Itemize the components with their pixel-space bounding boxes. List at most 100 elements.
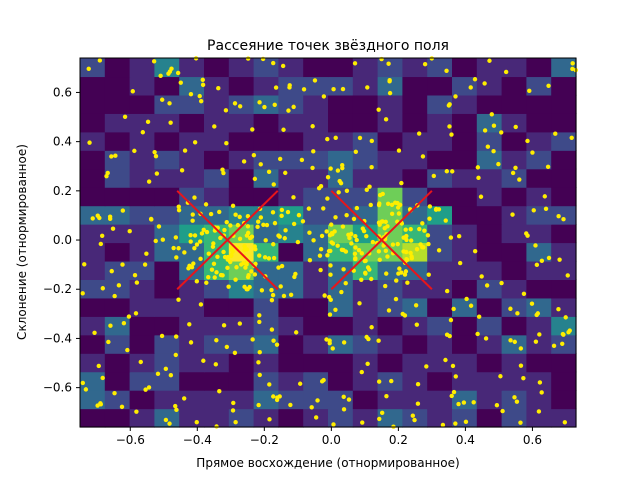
data-point	[134, 409, 139, 414]
heatmap-cell	[228, 279, 255, 299]
data-point	[383, 219, 388, 225]
heatmap-cell	[204, 390, 230, 410]
heatmap-cell	[278, 297, 304, 317]
data-point	[271, 394, 276, 399]
heatmap-cell	[452, 168, 478, 188]
heatmap-cell	[452, 187, 478, 207]
data-point	[450, 363, 456, 369]
heatmap-cell	[501, 279, 527, 299]
data-point	[379, 219, 385, 224]
heatmap-cell	[179, 371, 205, 391]
heatmap-cell	[328, 242, 354, 262]
data-point	[484, 283, 490, 288]
data-point	[121, 320, 127, 326]
heatmap-cell	[402, 113, 428, 133]
data-point	[229, 252, 234, 258]
heatmap-cell	[129, 242, 155, 262]
heatmap-cell	[303, 297, 329, 317]
data-point	[110, 226, 116, 231]
x-tick-label: −0.4	[183, 433, 212, 447]
data-point	[279, 263, 285, 269]
data-point	[357, 135, 363, 141]
data-point	[258, 162, 263, 167]
heatmap-cell	[526, 353, 552, 373]
data-point	[415, 381, 421, 387]
heatmap-cell	[154, 260, 180, 280]
heatmap-cell	[377, 334, 403, 354]
heatmap-cell	[129, 205, 155, 225]
data-point	[116, 283, 122, 288]
heatmap-cell	[129, 94, 155, 114]
data-point	[192, 140, 198, 145]
data-point	[546, 255, 552, 261]
heatmap-cell	[402, 297, 428, 317]
data-point	[120, 262, 125, 267]
heatmap-cell	[501, 334, 527, 354]
data-point	[257, 319, 262, 325]
data-point	[97, 58, 103, 63]
data-point	[408, 226, 413, 232]
data-point	[354, 237, 359, 243]
heatmap-cell	[204, 150, 230, 170]
heatmap-cell	[328, 131, 354, 151]
heatmap-cell	[278, 334, 304, 354]
data-point	[273, 85, 279, 90]
data-point	[499, 130, 504, 135]
heatmap-cell	[253, 58, 279, 78]
data-point	[217, 209, 222, 215]
data-point	[539, 258, 545, 263]
data-point	[257, 313, 262, 318]
heatmap-cell	[427, 224, 453, 244]
density-heatmap	[80, 58, 577, 428]
data-point	[318, 247, 324, 252]
data-point	[529, 301, 535, 306]
heatmap-cell	[501, 168, 527, 188]
heatmap-cell	[303, 168, 329, 188]
heatmap-cell	[352, 76, 379, 96]
heatmap-cell	[476, 242, 503, 262]
data-point	[82, 262, 87, 267]
heatmap-cell	[551, 187, 577, 207]
data-point	[472, 77, 478, 82]
heatmap-cell	[476, 316, 503, 336]
heatmap-cell	[80, 334, 106, 354]
heatmap-cell	[204, 297, 230, 317]
data-point	[188, 233, 193, 238]
data-point	[557, 257, 562, 262]
heatmap-cell	[352, 150, 379, 170]
heatmap-cell	[526, 224, 552, 244]
data-point	[277, 394, 282, 399]
data-point	[340, 162, 345, 168]
data-point	[453, 374, 458, 379]
data-point	[285, 209, 291, 215]
data-point	[525, 138, 530, 144]
data-point	[369, 138, 375, 144]
data-point	[187, 322, 192, 327]
heatmap-cell	[377, 131, 403, 151]
data-point	[341, 267, 346, 272]
heatmap-cell	[328, 316, 354, 336]
data-point	[163, 417, 169, 423]
data-point	[271, 255, 277, 261]
data-point	[337, 178, 342, 184]
data-point	[457, 260, 463, 266]
heatmap-cell	[526, 58, 552, 78]
data-point	[383, 117, 389, 122]
data-point	[201, 358, 206, 363]
data-point	[447, 124, 452, 129]
heatmap-cell	[328, 94, 354, 114]
heatmap-cell	[303, 242, 329, 262]
heatmap-cell	[278, 58, 304, 78]
data-point	[188, 239, 193, 244]
heatmap-cell	[427, 113, 453, 133]
heatmap-cell	[104, 150, 131, 170]
data-point	[178, 80, 183, 85]
data-point	[340, 224, 346, 229]
data-point	[197, 239, 203, 244]
data-point	[534, 312, 539, 318]
data-point	[521, 375, 526, 381]
data-point	[272, 102, 277, 107]
heatmap-cell	[104, 94, 131, 114]
data-point	[410, 413, 416, 418]
data-point	[376, 107, 381, 112]
